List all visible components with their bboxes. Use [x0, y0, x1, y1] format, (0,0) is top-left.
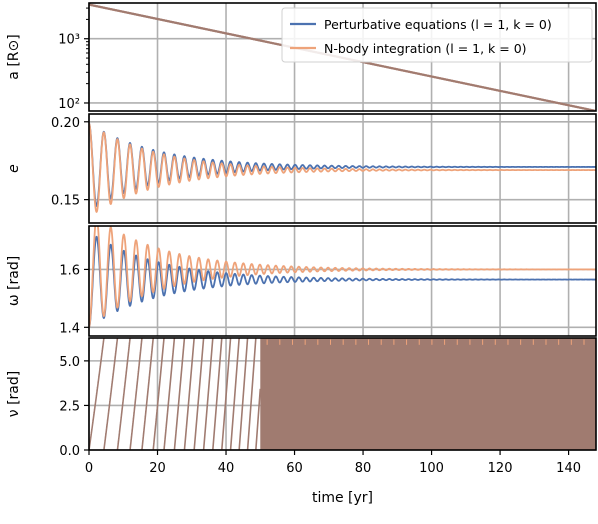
ytick-label-nu: 0.0 — [59, 444, 80, 459]
plot-area-omega — [89, 226, 596, 328]
ytick-label-nu: 2.5 — [59, 399, 80, 414]
plot-area-nu — [89, 338, 596, 450]
legend-label-nbody: N-body integration (l = 1, k = 0) — [324, 41, 527, 56]
series-perturbative-e — [89, 122, 596, 208]
ytick-label-e: 0.15 — [51, 194, 80, 209]
frame-a — [88, 2, 597, 112]
xtick-label: 100 — [419, 461, 444, 476]
plot-area-e — [89, 122, 596, 213]
legend-label-perturbative: Perturbative equations (l = 1, k = 0) — [324, 17, 552, 32]
series-nbody-omega — [89, 226, 596, 328]
frame-e — [88, 113, 597, 224]
ylabel-e: e — [6, 164, 22, 173]
frame-nu — [88, 337, 597, 451]
panel-nu: 0.0 2.5 5.0 ν [rad] — [6, 337, 597, 459]
ytick-label-a: 10² — [58, 97, 80, 112]
xlabel: time [yr] — [312, 490, 373, 506]
xtick-label: 80 — [355, 461, 372, 476]
ytick-label-a: 10³ — [58, 33, 80, 48]
xtick-label: 20 — [149, 461, 166, 476]
xtick-label: 0 — [85, 461, 93, 476]
ytick-label-e: 0.20 — [51, 116, 80, 131]
series-perturbative-nu — [89, 338, 262, 450]
panel-e: 0.15 0.20 e — [6, 113, 597, 224]
grid-e — [88, 114, 596, 223]
frame-omega — [88, 225, 597, 337]
series-nbody-nu — [266, 339, 585, 345]
xtick-label: 40 — [218, 461, 235, 476]
ylabel-a: a [R⊙] — [6, 34, 22, 79]
xtick-label: 120 — [488, 461, 513, 476]
ytick-label-omega: 1.4 — [59, 321, 80, 336]
ylabel-nu: ν [rad] — [6, 371, 22, 417]
ytick-label-omega: 1.6 — [59, 263, 80, 278]
xtick-label: 60 — [286, 461, 303, 476]
xtick-label: 140 — [556, 461, 581, 476]
panel-omega: 1.4 1.6 ω [rad] — [6, 225, 597, 337]
series-nbody-e — [89, 122, 596, 213]
legend-box — [281, 7, 593, 63]
series-line-nu — [89, 338, 262, 450]
series-perturbative-omega — [89, 235, 596, 328]
ylabel-omega: ω [rad] — [6, 256, 22, 306]
series-nbody-nu-dense — [260, 338, 596, 450]
ytick-label-nu: 5.0 — [59, 355, 80, 370]
